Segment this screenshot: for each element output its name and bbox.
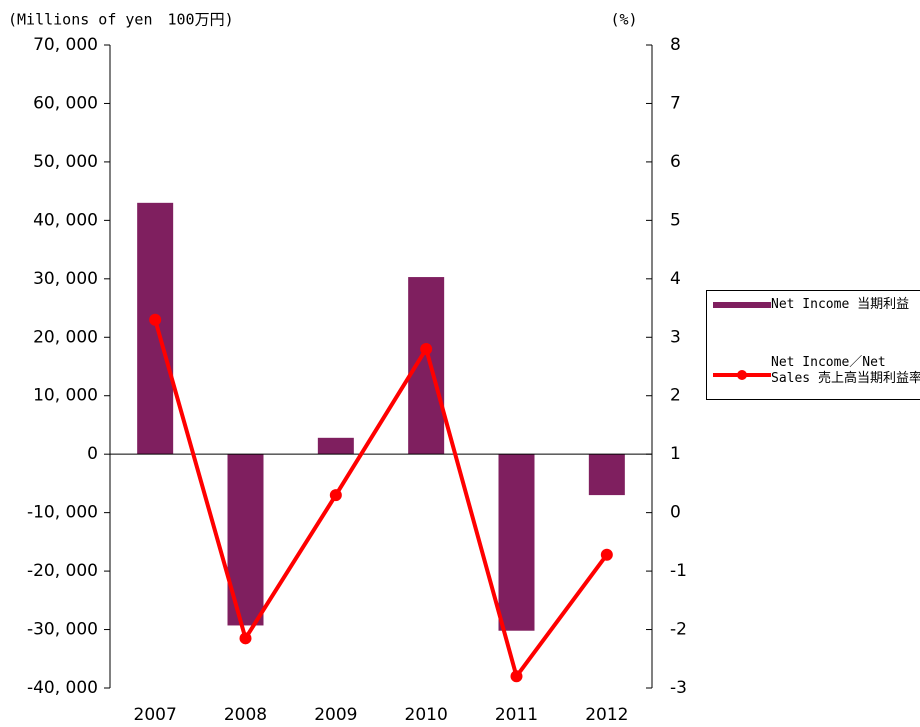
y-tick-label: 50, 000: [33, 152, 98, 172]
y-tick-label: -10, 000: [27, 503, 98, 523]
y2-tick-label: 0: [670, 503, 681, 523]
x-tick-label: 2007: [134, 705, 177, 725]
y-tick-label: 30, 000: [33, 269, 98, 289]
y2-tick-label: -3: [670, 678, 687, 698]
legend-label: Net Income 当期利益: [771, 297, 910, 312]
bar: [137, 202, 174, 455]
line-marker: [149, 313, 162, 326]
legend-key-marker: [737, 370, 747, 380]
x-tick-label: 2011: [495, 705, 538, 725]
y2-tick-label: -2: [670, 620, 687, 640]
y2-axis-label: (%): [610, 11, 637, 29]
legend-key: [713, 302, 771, 308]
bar: [588, 454, 625, 496]
x-tick-label: 2008: [224, 705, 267, 725]
y2-tick-label: 4: [670, 269, 681, 289]
x-tick-label: 2010: [405, 705, 448, 725]
line-marker: [329, 489, 342, 502]
y-tick-label: 60, 000: [33, 93, 98, 113]
y2-tick-label: -1: [670, 561, 687, 581]
line-marker: [420, 342, 433, 355]
legend-keys: [713, 302, 771, 380]
line-marker: [239, 632, 252, 645]
y-tick-label: 70, 000: [33, 35, 98, 55]
bar: [317, 437, 354, 455]
y2-tick-label: 8: [670, 35, 681, 55]
y-tick-label: 0: [87, 444, 98, 464]
y-axis-label: (Millions of yen 100万円): [8, 11, 234, 29]
line-marker: [510, 670, 523, 683]
y2-tick-label: 6: [670, 152, 681, 172]
y-tick-label: -30, 000: [27, 620, 98, 640]
y-tick-label: -20, 000: [27, 561, 98, 581]
y-tick-label: 20, 000: [33, 327, 98, 347]
y2-tick-label: 7: [670, 93, 681, 113]
legend-label: Net Income／Net Sales 売上高当期利益率: [771, 355, 920, 386]
line: [153, 319, 609, 681]
x-tick-label: 2009: [314, 705, 357, 725]
line-marker: [600, 548, 613, 561]
y-tick-label: 40, 000: [33, 210, 98, 230]
y-tick-label: 10, 000: [33, 386, 98, 406]
y2-tick-label: 1: [670, 444, 681, 464]
y2-tick-label: 3: [670, 327, 681, 347]
x-tick-label: 2012: [585, 705, 628, 725]
legend: Net Income 当期利益 Net Income／Net Sales 売上高…: [706, 290, 920, 400]
bar: [498, 454, 535, 631]
y2-tick-label: 2: [670, 386, 681, 406]
y-tick-label: -40, 000: [27, 678, 98, 698]
y2-tick-label: 5: [670, 210, 681, 230]
